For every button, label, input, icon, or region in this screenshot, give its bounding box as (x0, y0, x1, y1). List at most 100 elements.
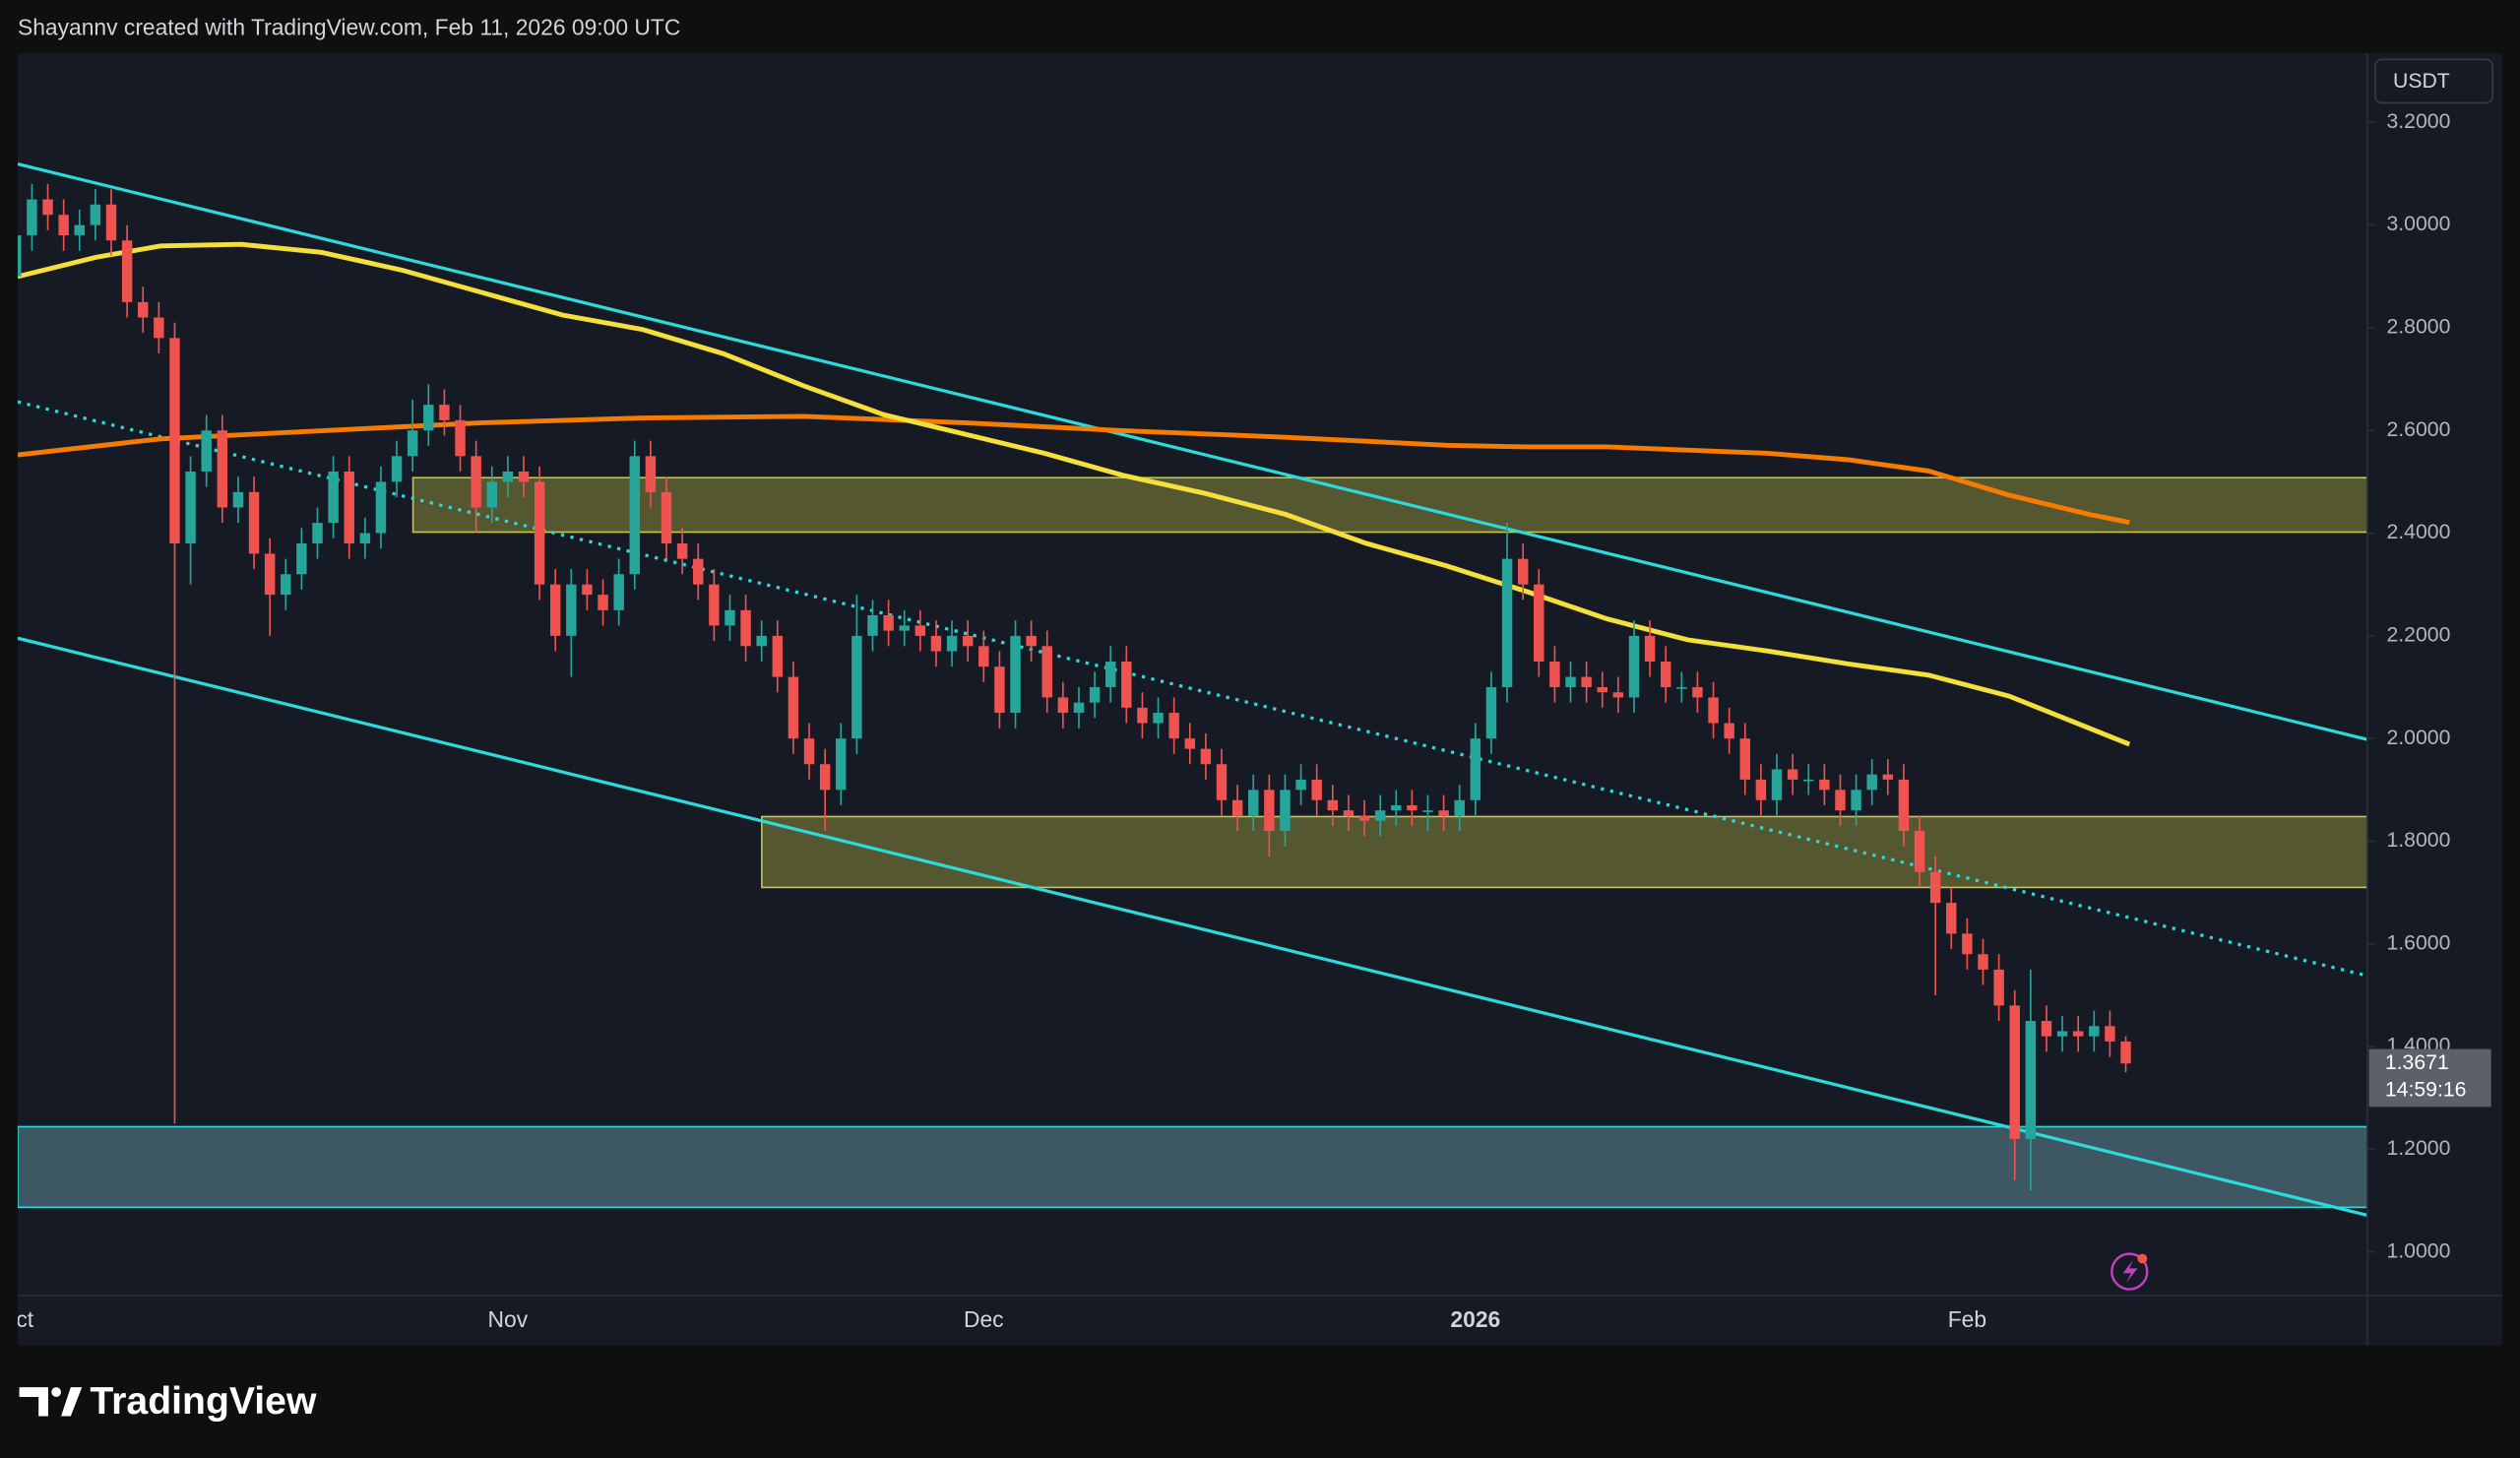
candle-body (772, 635, 784, 677)
candle-body (1280, 790, 1291, 832)
currency-button[interactable] (2374, 58, 2494, 104)
candle-body (1153, 713, 1164, 724)
zone (761, 815, 2367, 889)
candle-body (2120, 1041, 2131, 1064)
candle-body (819, 764, 831, 791)
currency: USDT (2393, 70, 2450, 93)
candle-body (471, 456, 481, 508)
y-tick-label: 3.0000 (2386, 213, 2450, 235)
last-price-label: 1.3671 (2385, 1051, 2449, 1074)
candle-body (661, 491, 672, 543)
candle-body (1597, 687, 1607, 693)
candle-body (1073, 702, 1085, 714)
countdown: 14:59:16 (2385, 1079, 2467, 1102)
candle-body (1089, 687, 1101, 703)
candle-body (1470, 738, 1481, 800)
candle-body (42, 199, 53, 216)
candle-body (1628, 635, 1640, 698)
candle-body (1771, 769, 1783, 800)
candle-body (407, 430, 418, 457)
ma-100 (17, 241, 2131, 747)
candle-body (455, 419, 466, 457)
candle-body (1676, 687, 1687, 689)
candle-body (1644, 635, 1656, 662)
candle-body (1184, 738, 1196, 749)
candle-body (1978, 954, 1988, 970)
attribution: Shayannv created with TradingView.com, F… (18, 14, 680, 39)
candle-body (1993, 969, 2004, 1006)
candle-body (1866, 774, 1877, 791)
candle-body (1517, 558, 1529, 585)
candle-body (1168, 713, 1179, 739)
zone (17, 1125, 2367, 1209)
candle-body (1914, 831, 1925, 872)
plot (17, 161, 2367, 1218)
last-price-box (2368, 1048, 2491, 1108)
candle-body (2056, 1031, 2068, 1037)
candle-body (1851, 790, 1861, 811)
candle-body (1929, 871, 1941, 904)
candle-body (724, 609, 735, 626)
candle-body (138, 301, 149, 318)
candle-body (58, 215, 69, 236)
candle-body (1057, 697, 1069, 714)
candle-body (518, 471, 530, 482)
candle-body (439, 405, 450, 420)
candle-body (2025, 1021, 2037, 1140)
candle-body (946, 635, 958, 652)
candle-body (1803, 779, 1814, 782)
candle-body (1311, 779, 1322, 800)
candle-body (2089, 1026, 2100, 1037)
candle-body (1216, 764, 1228, 800)
candle-body (1534, 584, 1544, 662)
candle-body (883, 615, 894, 631)
candle-body (1835, 790, 1846, 811)
time-axis: Oct Nov Dec 2026 Feb (18, 1306, 1986, 1332)
candle-body (232, 491, 244, 508)
candle-body (1724, 723, 1734, 739)
y-tick-label: 2.2000 (2386, 623, 2450, 646)
candle-body (2105, 1026, 2115, 1042)
candle-body (1739, 738, 1751, 780)
candle-body (914, 625, 926, 636)
channel-lower (17, 636, 2367, 1218)
alert-icon[interactable] (2110, 1252, 2149, 1291)
candle-body (1501, 558, 1513, 688)
x-tick-label: Nov (488, 1306, 529, 1332)
candle-body (423, 405, 434, 431)
candle-body (1708, 697, 1719, 724)
candle-body (1549, 661, 1560, 688)
candle-body (1787, 769, 1798, 780)
candle-body (1026, 635, 1037, 647)
candle-body (248, 491, 260, 554)
candle-body (359, 533, 371, 543)
candle-body (1946, 903, 1957, 934)
candle-body (1200, 748, 1212, 765)
candle-body (788, 676, 799, 739)
candle-body (994, 666, 1005, 714)
candle-body (185, 471, 196, 543)
candle-body (1407, 804, 1418, 811)
candle-body (105, 204, 117, 241)
candle-body (296, 542, 307, 575)
candle-body (1264, 790, 1275, 832)
candle-body (1882, 774, 1894, 780)
candle-body (1374, 810, 1386, 821)
candle-body (201, 430, 212, 472)
candle-body (1121, 661, 1132, 708)
candle-body (1485, 687, 1497, 739)
y-tick-label: 2.8000 (2386, 316, 2450, 339)
candle-body (629, 456, 641, 575)
candle-body (978, 646, 989, 667)
channel-upper (17, 161, 2367, 741)
candle-body (1898, 779, 1910, 832)
candle-body (281, 574, 291, 596)
brand-name: TradingView (90, 1380, 317, 1423)
y-tick-label: 1.0000 (2386, 1239, 2450, 1262)
candle-body (1438, 810, 1449, 816)
candle-body (328, 471, 339, 524)
candle-body (867, 615, 878, 636)
candle-body (1391, 804, 1402, 811)
x-tick-label: Feb (1948, 1306, 1986, 1332)
